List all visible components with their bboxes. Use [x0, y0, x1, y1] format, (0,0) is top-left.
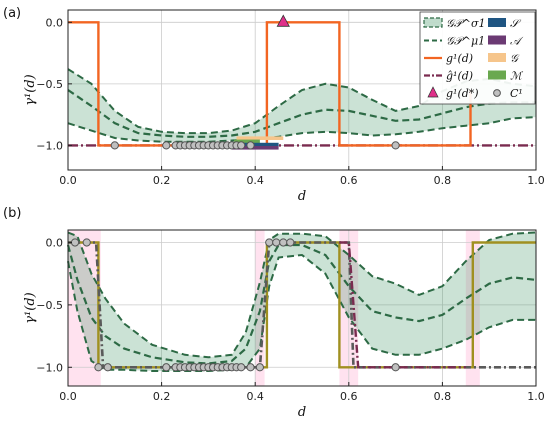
x-tick-label-5: 1.0: [527, 174, 545, 187]
y-tick-label-1: −0.5: [36, 299, 63, 312]
chart-panel-b: 0.0 0.2 0.4 0.6 0.8 1.0 0.0 −0.5 −1.0 d γ¹(d): [23, 229, 545, 420]
x-tick-label-2: 0.4: [246, 390, 264, 403]
legend-key-triangle: [427, 86, 439, 98]
y-axis-label: γ¹(d): [23, 292, 38, 323]
true-function-line: [68, 21, 472, 147]
observation-point-0: [110, 141, 119, 150]
legend-entry-3: ĝ¹(d): [424, 70, 473, 83]
observation-point-26: [391, 363, 400, 372]
x-tick-label-1: 0.2: [153, 390, 171, 403]
gray-dashdot-line: [68, 241, 536, 369]
legend-label-1: 𝒢𝒫^μ1: [446, 35, 485, 48]
observation-point-23: [272, 238, 281, 247]
legend-entry-0: 𝒢𝒫^σ1: [423, 17, 486, 30]
y-tick-label-0: 0.0: [46, 16, 64, 29]
gp-sigma-band: [68, 232, 536, 371]
legend-key-S: [488, 18, 506, 27]
observation-point-2: [94, 363, 103, 372]
gp-lower-bound-line: [67, 253, 536, 372]
x-tick-label-0: 0.0: [59, 390, 77, 403]
observation-point-1: [162, 141, 171, 150]
legend-label-0: 𝒢𝒫^σ1: [446, 17, 486, 30]
observation-point-22: [265, 238, 274, 247]
observation-point-4: [162, 363, 171, 372]
legend-key-observation: [493, 89, 501, 97]
observation-point-25: [286, 238, 295, 247]
gp-upper-bound-line: [67, 68, 537, 135]
legend-label-3: ĝ¹(d): [446, 70, 473, 83]
plot-frame: [67, 229, 537, 387]
x-tick-label-5: 1.0: [527, 390, 545, 403]
legend-entry-9: C¹: [493, 87, 523, 100]
panel-a-label: (a): [3, 6, 21, 21]
region-strip-G: [236, 136, 284, 140]
observation-point-24: [279, 238, 288, 247]
observation-point-18: [391, 141, 400, 150]
y-tick-label-1: −0.5: [36, 78, 63, 91]
legend-label-2: g¹(d): [446, 52, 473, 65]
legend-entry-1: 𝒢𝒫^μ1: [424, 35, 485, 48]
y-axis-label: γ¹(d): [23, 74, 38, 105]
x-tick-label-4: 0.8: [434, 390, 452, 403]
plot-frame: [67, 9, 537, 171]
region-strip-M: [234, 139, 260, 144]
legend-label-9: C¹: [510, 87, 523, 100]
panel-b-label: (b): [3, 206, 21, 221]
gp-upper-bound-line: [67, 231, 537, 359]
region-strip-S: [236, 142, 279, 147]
optimum-triangle-marker: [276, 14, 290, 27]
legend-label-8: ℳ: [510, 70, 524, 83]
x-axis-label: d: [298, 189, 306, 204]
legend-key-band: [423, 17, 443, 28]
region-strip-A: [231, 145, 279, 150]
x-tick-label-3: 0.6: [340, 390, 358, 403]
observation-point-3: [103, 363, 112, 372]
legend-key-G: [488, 53, 506, 62]
observation-point-16: [237, 141, 246, 150]
observation-point-19: [237, 363, 246, 372]
legend-label-7: 𝒢: [510, 52, 520, 65]
x-tick-label-3: 0.6: [340, 174, 358, 187]
legend-entry-7: 𝒢: [488, 52, 520, 65]
legend-entry-2: g¹(d): [424, 52, 473, 65]
x-tick-label-0: 0.0: [59, 174, 77, 187]
x-tick-label-2: 0.4: [246, 174, 264, 187]
chart-panel-a: 0.0 0.2 0.4 0.6 0.8 1.0 0.0 −0.5 −1.0 d γ¹(d) 𝒢𝒫^σ1…: [23, 9, 545, 204]
highlight-region-0: [68, 230, 101, 386]
surrogate-line: [339, 241, 466, 369]
legend-entry-4: g¹(d*): [427, 86, 479, 100]
y-tick-label-2: −1.0: [36, 361, 63, 374]
observation-point-17: [246, 141, 255, 150]
legend-label-4: g¹(d*): [446, 87, 479, 100]
x-tick-label-1: 0.2: [153, 174, 171, 187]
legend-key-M: [488, 70, 506, 80]
legend-entry-8: ℳ: [488, 70, 524, 83]
y-tick-label-0: 0.0: [46, 236, 64, 249]
legend-key-A: [488, 35, 506, 45]
observation-point-1: [82, 238, 91, 247]
x-axis-label: d: [298, 405, 306, 420]
highlight-region-1: [255, 230, 265, 386]
observation-point-20: [246, 363, 255, 372]
y-tick-label-2: −1.0: [36, 139, 63, 152]
gp-lower-bound-line: [67, 116, 537, 143]
gp-sigma-band: [68, 69, 536, 142]
observation-point-0: [70, 238, 80, 247]
observation-point-21: [255, 363, 264, 372]
gp-mean-line: [67, 89, 536, 138]
x-tick-label-4: 0.8: [434, 174, 452, 187]
